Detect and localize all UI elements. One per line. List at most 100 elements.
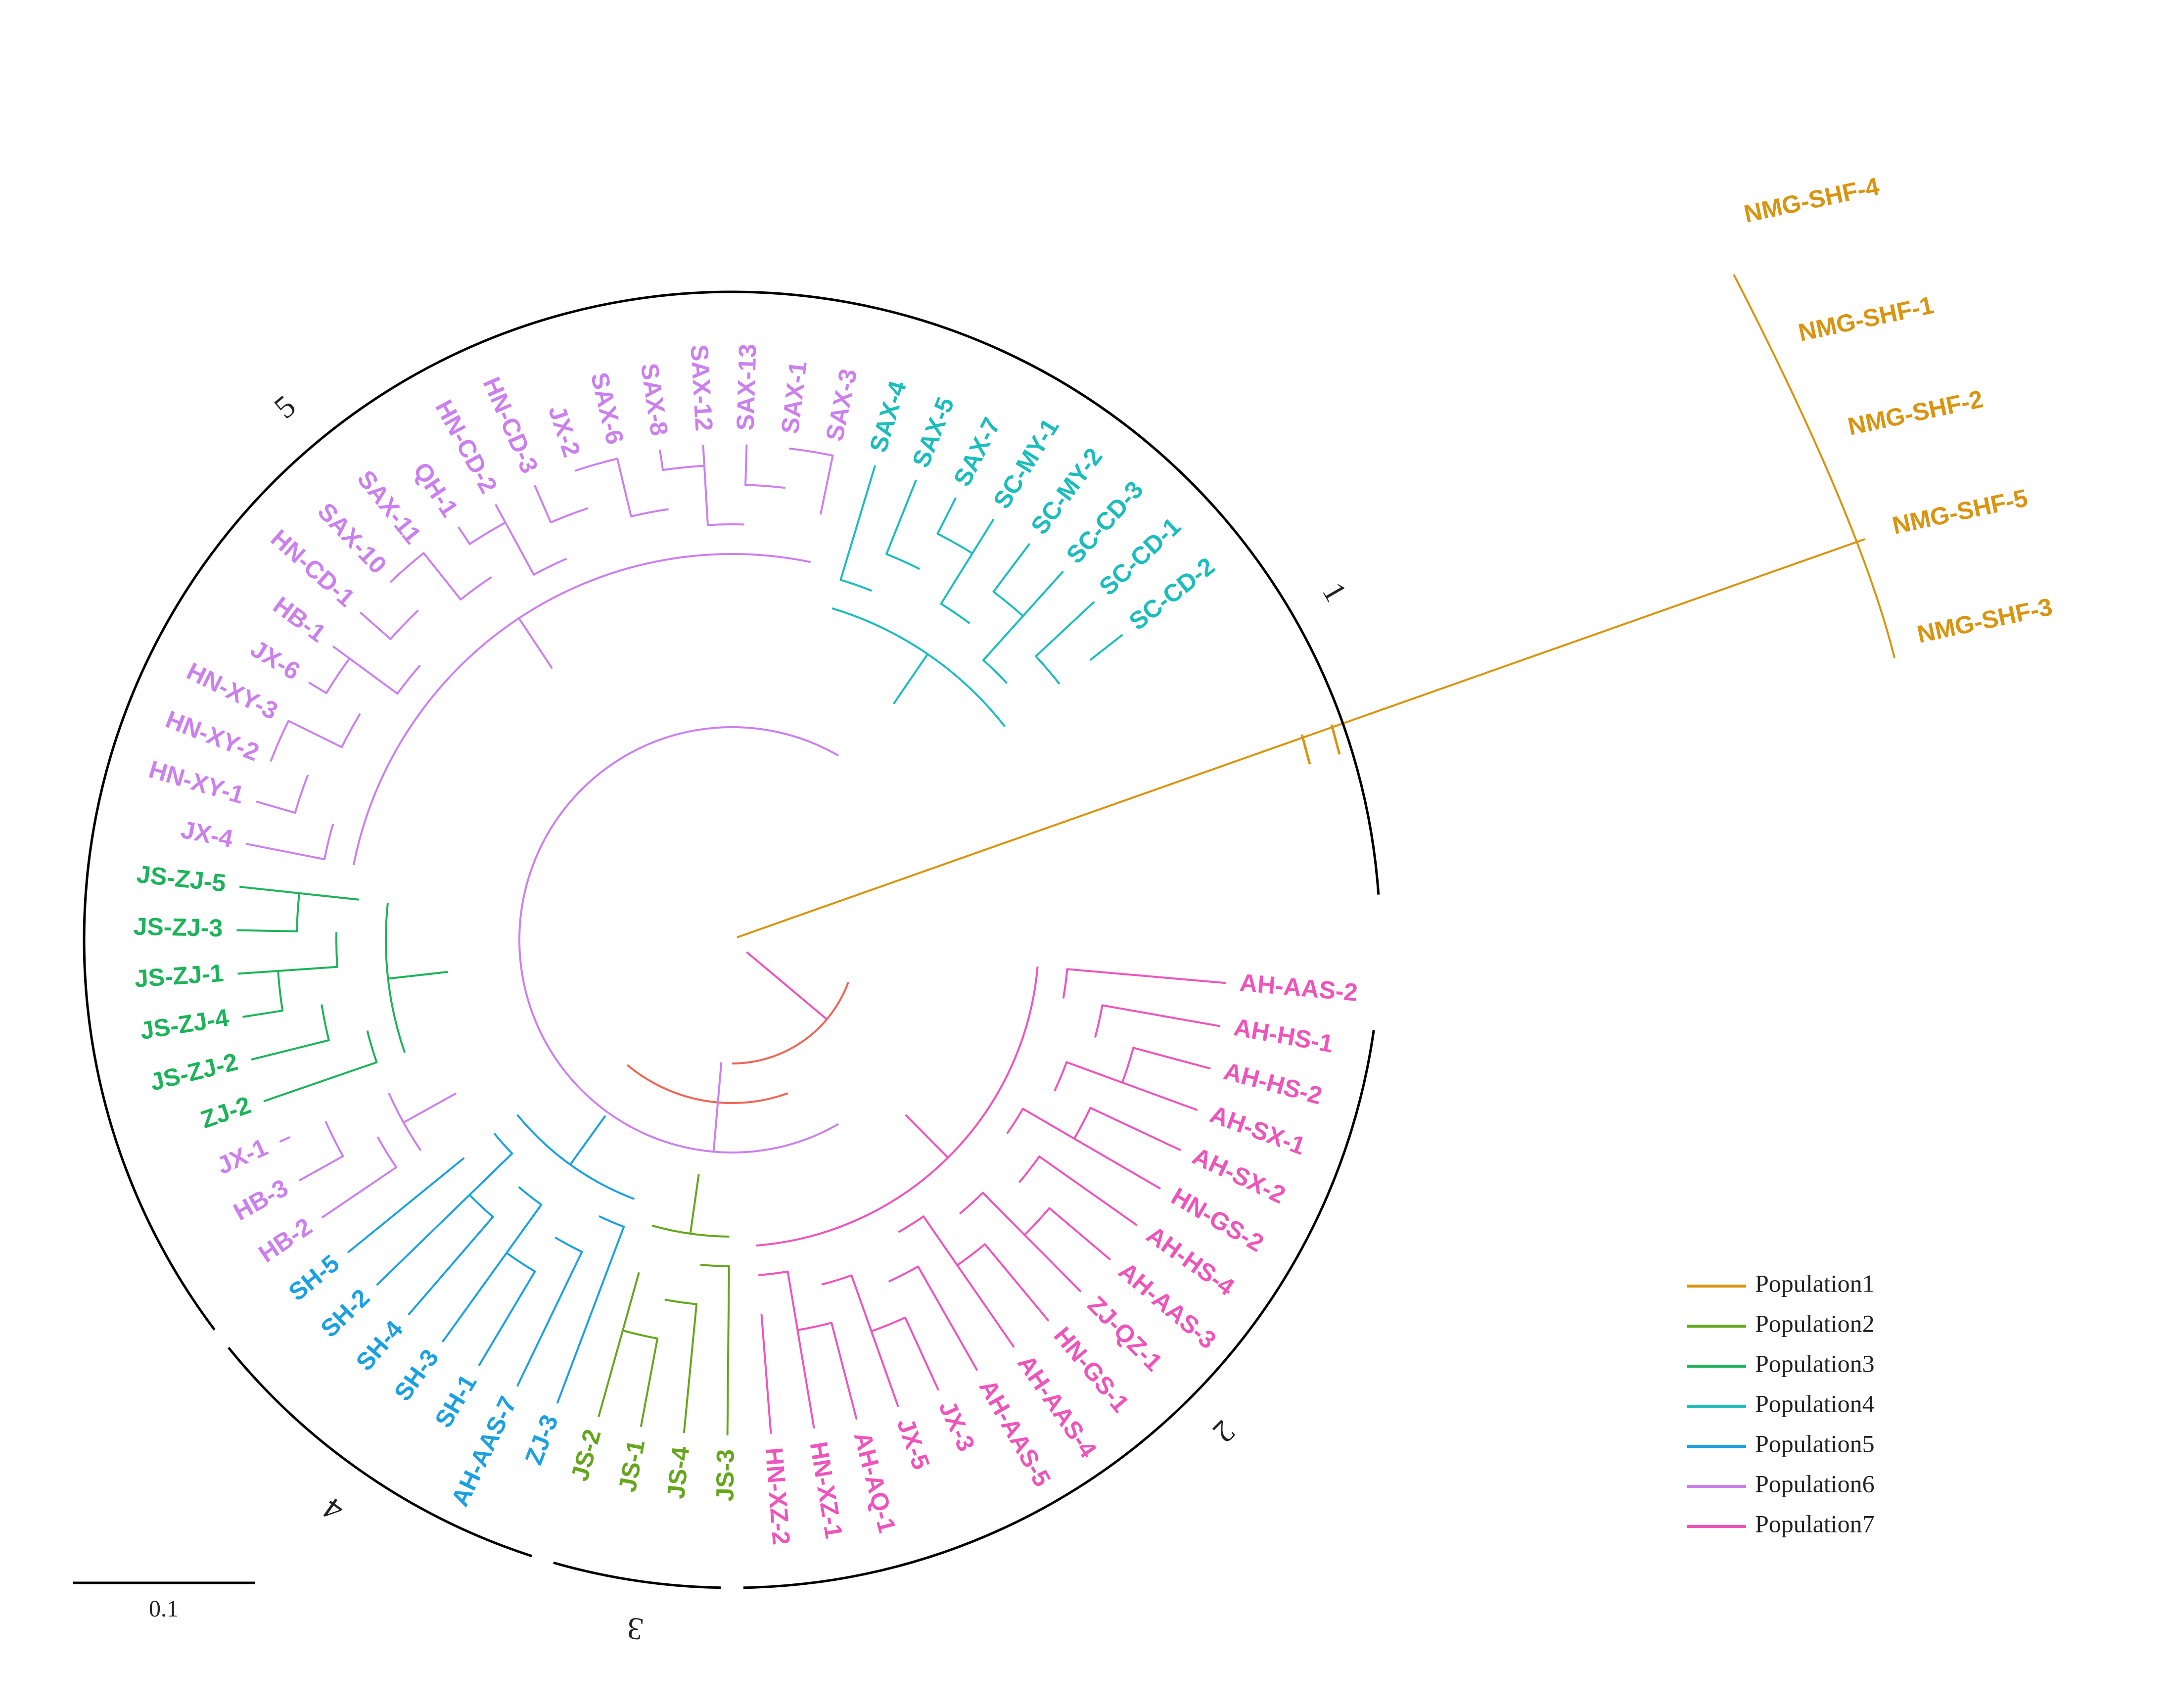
- terminal-branch: [239, 885, 360, 901]
- group-arc-5: [83, 290, 1215, 1331]
- leaf-label-sh-5: SH-5: [283, 1249, 345, 1306]
- leaf-label-sh-1: SH-1: [429, 1370, 482, 1432]
- terminal-branch: [598, 1272, 640, 1417]
- leaf-label-sax-7: SAX-7: [948, 413, 1006, 491]
- terminal-branch: [322, 1166, 398, 1218]
- leaf-label-ah-hs-2: AH-HS-2: [1221, 1057, 1325, 1110]
- leaf-label-hn-xy-2: HN-XY-2: [162, 705, 263, 767]
- leaf-label-ah-hs-1: AH-HS-1: [1232, 1013, 1335, 1058]
- leaf-label-sax-3: SAX-3: [821, 367, 863, 444]
- leaf-label-js-zj-4: JS-ZJ-4: [138, 1004, 231, 1045]
- terminal-branch: [1065, 1061, 1198, 1111]
- leaf-label-nmg-shf-3: NMG-SHF-3: [1915, 593, 2055, 648]
- branch-arc: [533, 557, 567, 576]
- branch-arc: [664, 1298, 697, 1305]
- terminal-branch: [940, 518, 995, 605]
- clade-stem: [569, 1115, 606, 1166]
- terminal-branch: [1101, 1004, 1220, 1027]
- terminal-branch: [820, 454, 834, 515]
- branch-arc: [840, 579, 873, 592]
- scale-bar-label: 0.1: [149, 1596, 179, 1622]
- terminal-branch: [287, 720, 343, 748]
- group-label-4: 4: [317, 1491, 350, 1529]
- branch-arc: [1035, 655, 1061, 685]
- branch-arc: [797, 1322, 832, 1331]
- terminal-branch: [640, 1337, 659, 1427]
- terminal-branch: [850, 1274, 899, 1407]
- terminal-branch: [659, 449, 664, 471]
- clade-stem: [518, 617, 553, 669]
- terminal-branch: [982, 571, 1064, 661]
- branch-arc: [296, 893, 301, 931]
- terminal-branch: [442, 1203, 543, 1342]
- legend-label: Population7: [1755, 1510, 1875, 1537]
- branch-arc: [821, 1274, 852, 1286]
- leaf-label-jx-4: JX-4: [179, 816, 235, 853]
- leaf-label-ah-sx-1: AH-SX-1: [1206, 1100, 1309, 1160]
- leaf-label-sax-13: SAX-13: [731, 344, 761, 431]
- legend-item-population5: Population5: [1687, 1430, 1875, 1457]
- scale-bar: 0.1: [73, 1581, 255, 1622]
- terminal-branch: [332, 646, 399, 695]
- tree-branches: [236, 274, 1895, 1435]
- clade-stem: [387, 971, 448, 980]
- terminal-branch: [1048, 1207, 1111, 1260]
- branch-arc: [341, 713, 361, 748]
- terminal-branch: [1035, 601, 1095, 657]
- terminal-branch: [831, 1322, 858, 1420]
- terminal-branch: [1021, 1108, 1161, 1190]
- terminal-branch: [839, 465, 876, 581]
- branch-break-mark: [1300, 734, 1311, 765]
- legend-item-population1: Population1: [1687, 1269, 1875, 1297]
- branch-arc: [937, 533, 973, 554]
- leaf-label-qh-1: QH-1: [408, 457, 464, 522]
- branch-arc: [323, 824, 334, 860]
- legend-item-population4: Population4: [1687, 1389, 1875, 1417]
- leaf-label-js-4: JS-4: [662, 1445, 694, 1500]
- backbone-arc: [626, 1064, 788, 1104]
- branch-arc: [1121, 1047, 1135, 1083]
- terminal-branch: [702, 445, 709, 526]
- leaf-label-js-zj-1: JS-ZJ-1: [134, 959, 225, 993]
- leaf-label-js-zj-2: JS-ZJ-2: [147, 1048, 241, 1096]
- backbone-arc: [518, 726, 839, 1154]
- leaf-label-nmg-shf-1: NMG-SHF-1: [1796, 291, 1936, 347]
- terminal-branch: [236, 929, 298, 932]
- leaf-label-jx-1: JX-1: [213, 1133, 272, 1180]
- leaf-label-sax-1: SAX-1: [776, 360, 812, 435]
- branch-arc: [1073, 1107, 1092, 1139]
- terminal-branch: [1089, 634, 1123, 661]
- legend-label: Population6: [1755, 1470, 1875, 1497]
- terminal-branch: [556, 1226, 625, 1404]
- terminal-branch: [422, 552, 462, 600]
- branch-arc: [745, 484, 786, 489]
- clade-arc: [352, 553, 811, 866]
- terminal-branch: [458, 526, 471, 545]
- leaf-label-nmg-shf-5: NMG-SHF-5: [1890, 484, 2030, 540]
- branch-arc: [631, 508, 669, 517]
- terminal-branch: [360, 612, 392, 641]
- leaf-label-zj-2: ZJ-2: [197, 1091, 254, 1134]
- group-arc-2: [743, 1029, 1375, 1589]
- terminal-branch: [347, 1157, 465, 1253]
- terminal-branch: [1066, 968, 1226, 984]
- legend-label: Population3: [1755, 1349, 1875, 1377]
- clade-arc: [756, 966, 1039, 1247]
- terminal-branch: [245, 843, 325, 861]
- branch-arc: [1023, 1207, 1050, 1236]
- leaf-label-js-1: JS-1: [613, 1438, 650, 1494]
- terminal-branch: [922, 1215, 1015, 1348]
- group-label-2: 2: [1206, 1414, 1242, 1450]
- branch-arc: [982, 659, 1008, 684]
- leaf-label-jx-3: JX-3: [933, 1396, 980, 1455]
- clade-stem: [402, 1093, 457, 1124]
- terminal-branch: [760, 1313, 772, 1434]
- branch-arc: [396, 664, 421, 694]
- branch-arc: [662, 464, 705, 471]
- terminal-branch: [1089, 1107, 1181, 1151]
- branch-arc: [1094, 1005, 1104, 1038]
- leaf-label-js-3: JS-3: [711, 1449, 739, 1502]
- leaf-label-sax-12: SAX-12: [685, 344, 718, 432]
- branch-arc: [1062, 969, 1068, 999]
- terminal-branch: [237, 966, 338, 975]
